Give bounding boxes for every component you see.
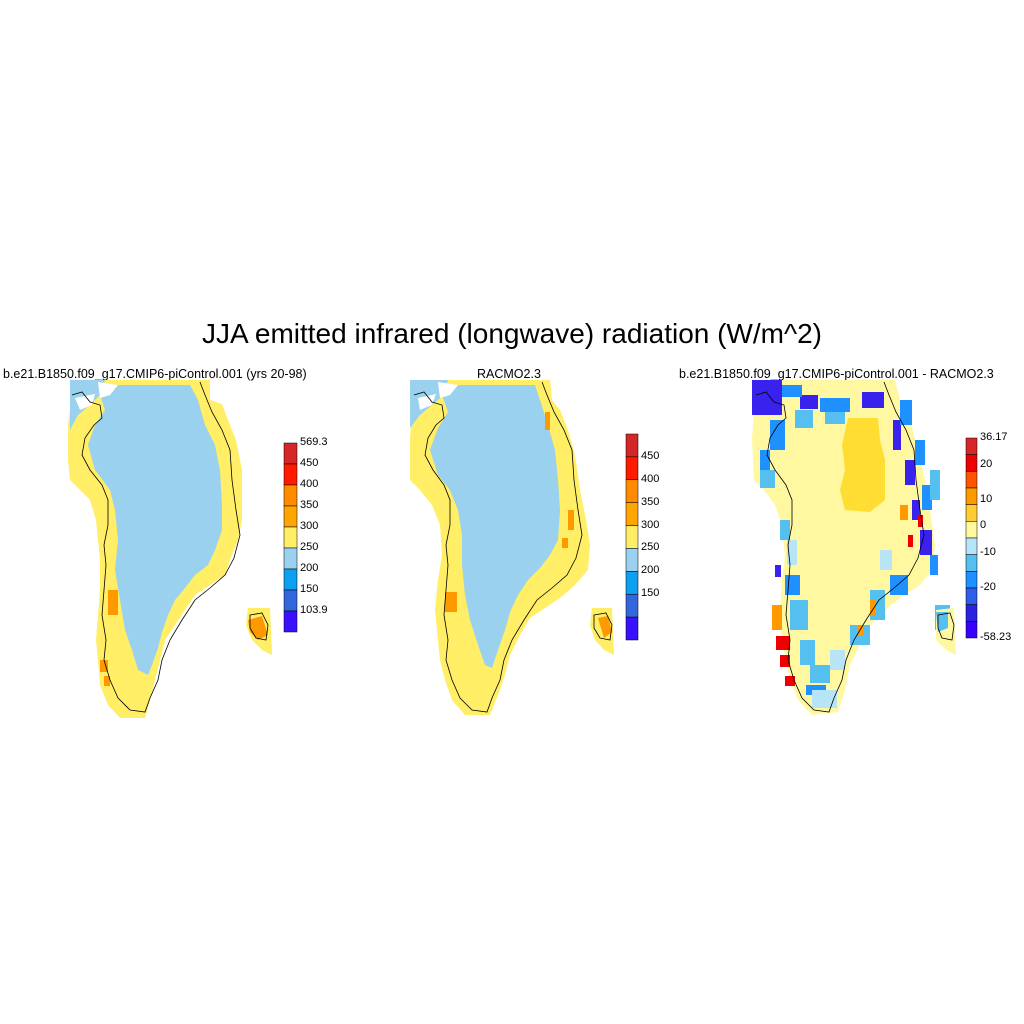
difference-center (840, 418, 885, 512)
colorbar-swatch (625, 571, 639, 595)
colorbar-tick-label: 200 (300, 562, 319, 574)
colorbar-swatch (965, 454, 978, 472)
colorbar-tick-label: 400 (300, 478, 319, 490)
colorbar-tick-label: 200 (641, 564, 660, 577)
colorbar-tick-label: 450 (300, 457, 319, 469)
colorbar-tick-label: 569.3 (300, 436, 328, 448)
colorbar-tick-label: 300 (641, 518, 660, 531)
colorbar-swatch (965, 487, 978, 505)
colorbar-swatch (283, 526, 298, 549)
colorbar-swatch (625, 456, 639, 481)
colorbar-tick-label: 250 (641, 541, 660, 554)
difference-background (752, 380, 935, 715)
colorbar-swatch (283, 610, 298, 633)
panel-title-difference: b.e21.B1850.f09_g17.CMIP6-piControl.001 … (679, 367, 994, 381)
colorbar-swatch (283, 505, 298, 528)
colorbar-swatch (283, 463, 298, 486)
colorbar-swatch (625, 616, 639, 641)
colorbar-swatch (625, 479, 639, 503)
colorbar-swatch (625, 433, 639, 458)
colorbar-swatch (965, 537, 978, 555)
colorbar-swatch (625, 525, 639, 549)
colorbar-swatch (965, 587, 978, 605)
colorbar-tick-label: 350 (641, 495, 660, 508)
colorbar-tick-label: 0 (980, 519, 987, 532)
colorbar-swatch (283, 568, 298, 591)
panel-title-model: b.e21.B1850.f09_g17.CMIP6-piControl.001 … (3, 367, 307, 381)
map-panel-difference (752, 380, 956, 715)
colorbar-swatch (965, 571, 978, 589)
colorbar-swatch (283, 484, 298, 507)
colorbar-tick-label: 150 (641, 587, 660, 600)
colorbar-tick-label: -58.23 (980, 631, 1012, 643)
colorbar-swatch (625, 502, 639, 526)
colorbar-swatch (965, 504, 978, 522)
panel-title-racmo: RACMO2.3 (477, 367, 541, 381)
coastline (71, 381, 241, 713)
colorbar-tick-label: 36.17 (980, 431, 1008, 443)
colorbar-tick-label: 10 (980, 492, 993, 505)
colorbar-swatch (965, 521, 978, 539)
colorbar-tick-label: -20 (980, 581, 996, 594)
colorbar-swatch (965, 471, 978, 489)
colorbar-tick-label: 350 (300, 499, 319, 511)
colorbar-swatch (625, 548, 639, 572)
colorbar-tick-label: 300 (300, 520, 319, 532)
figure-title: JJA emitted infrared (longwave) radiatio… (201, 318, 823, 349)
colorbar-tick-label: 20 (980, 457, 993, 470)
colorbar-tick-label: 103.9 (300, 604, 328, 616)
ice-sheet-region (430, 385, 560, 668)
colorbar-tick-label: 150 (300, 583, 319, 595)
colorbar-swatch (283, 442, 298, 465)
colorbar-racmo (625, 433, 639, 641)
colorbar-tick-label: 250 (300, 541, 319, 553)
colorbar-swatch (283, 589, 298, 612)
colorbar-swatch (965, 604, 978, 622)
colorbar-difference (965, 437, 978, 639)
colorbar-swatch (965, 554, 978, 572)
colorbar-tick-label: -10 (980, 545, 996, 558)
coastline (413, 381, 583, 713)
colorbar-swatch (965, 621, 978, 639)
map-panel-model (68, 380, 272, 718)
colorbar-swatch (283, 547, 298, 570)
colorbar-swatch (965, 437, 978, 455)
ice-sheet-region (88, 385, 222, 675)
colorbar-swatch (625, 593, 639, 618)
colorbar-tick-label: 400 (641, 472, 660, 485)
colorbar-tick-label: 450 (641, 449, 660, 462)
colorbar-model (283, 442, 298, 633)
map-panel-racmo (410, 380, 614, 715)
coastline (755, 381, 925, 713)
